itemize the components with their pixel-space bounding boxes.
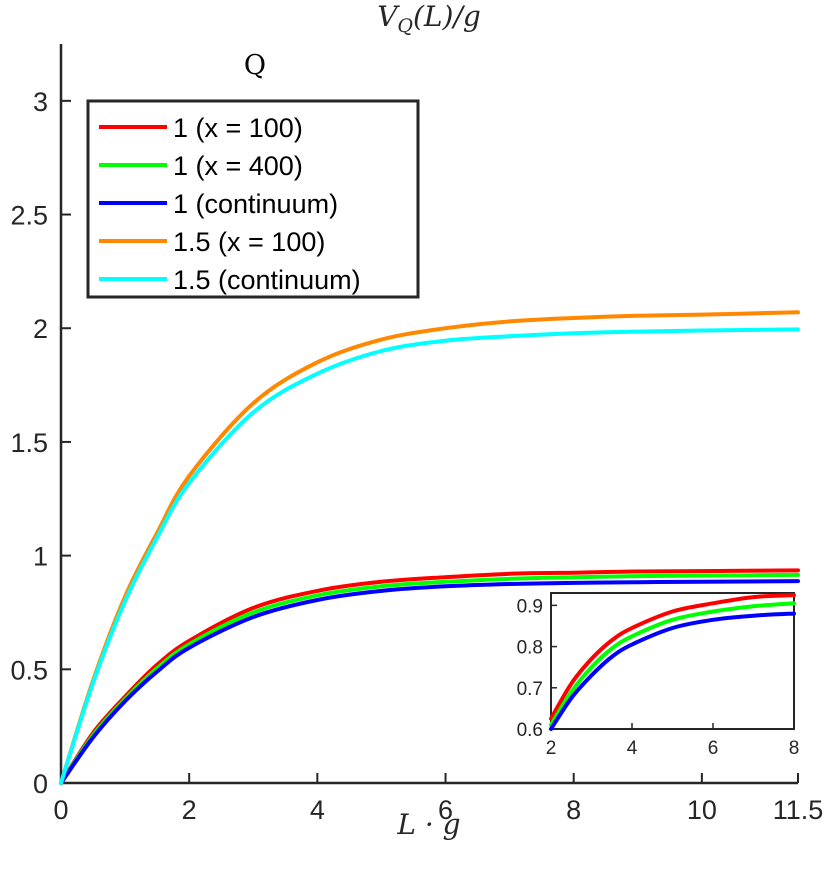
- series-line-2: [59, 579, 800, 785]
- y-tick-label: 2: [33, 314, 48, 344]
- legend-entry-3: 1.5 (x = 100): [173, 227, 325, 257]
- legend-entry-4: 1.5 (continuum): [173, 265, 361, 295]
- legend: 1 (x = 100) 1 (x = 400) 1 (continuum) 1.5 (…: [86, 99, 420, 299]
- inset-series-line-1: [549, 601, 796, 727]
- inset-ticks: 2 4 6 8 0.6 0.7 0.8 0.9: [517, 596, 800, 759]
- inset-y-tick-label: 0.6: [517, 720, 543, 741]
- inset-x-tick-label: 4: [627, 738, 638, 759]
- main-series: [59, 310, 800, 785]
- inset-series: [549, 593, 796, 731]
- legend-entry-0: 1 (x = 100): [173, 113, 303, 143]
- y-tick-label: 0: [33, 769, 48, 799]
- main-ticks: 0 2 4 6 8 10 11.500.511.522.53: [10, 87, 823, 825]
- x-tick-label: 8: [566, 795, 581, 825]
- inset-series-line-2: [549, 611, 796, 731]
- y-tick-label: 1.5: [10, 428, 48, 458]
- legend-entry-1: 1 (x = 400): [173, 151, 303, 181]
- chart-title: VQ(L)/g: [377, 0, 481, 37]
- inset-x-tick-label: 2: [546, 738, 557, 759]
- inset-x-tick-label: 8: [789, 738, 800, 759]
- y-tick-label: 2.5: [10, 201, 48, 231]
- x-tick-label: 4: [310, 795, 325, 825]
- x-axis-label: L · g: [396, 808, 460, 841]
- x-tick-label: 0: [53, 795, 68, 825]
- inset-x-tick-label: 6: [708, 738, 719, 759]
- inset-y-tick-label: 0.8: [517, 638, 543, 659]
- legend-entry-2: 1 (continuum): [173, 189, 338, 219]
- series-line-4: [59, 327, 800, 785]
- inset-chart: 2 4 6 8 0.6 0.7 0.8 0.9: [517, 592, 800, 759]
- y-tick-label: 0.5: [10, 655, 48, 685]
- inset-series-line-0: [549, 593, 796, 721]
- inset-y-tick-label: 0.9: [517, 596, 543, 617]
- y-tick-label: 1: [33, 542, 48, 572]
- x-tick-label: 10: [687, 795, 717, 825]
- main-axes: [59, 44, 798, 785]
- inset-y-tick-label: 0.7: [517, 679, 543, 700]
- y-tick-label: 3: [33, 87, 48, 117]
- x-tick-label: 6: [438, 795, 453, 825]
- x-tick-label: 11.5: [773, 795, 824, 825]
- legend-box: [86, 99, 420, 299]
- x-tick-label: 2: [182, 795, 197, 825]
- chart-annotation: Q: [244, 50, 266, 81]
